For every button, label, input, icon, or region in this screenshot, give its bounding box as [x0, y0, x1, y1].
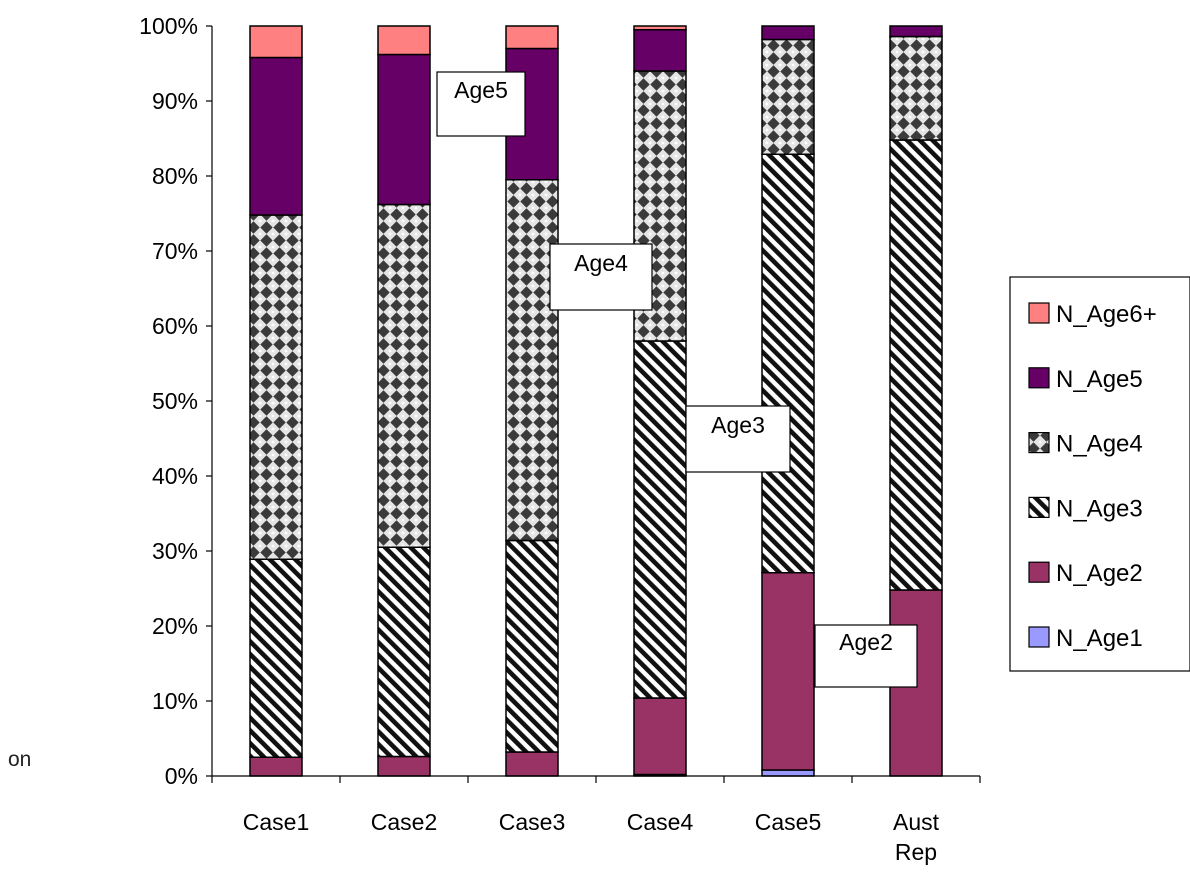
annotation-box	[549, 243, 653, 311]
legend-label: N_Age2	[1056, 560, 1143, 587]
y-tick-label: 40%	[152, 463, 198, 489]
bar-segment-n-age4-case2	[377, 203, 431, 548]
legend-box	[1009, 276, 1190, 672]
annotation-box	[814, 624, 918, 688]
x-tick-label: Case4	[627, 809, 694, 835]
annotation-label: Age4	[574, 250, 628, 276]
legend-item-n-age3: N_Age3	[1028, 495, 1143, 522]
bar-segment-n-age6-case4	[633, 25, 687, 31]
x-tick-label: Aust Rep	[893, 809, 940, 865]
legend-item-n-age1: N_Age1	[1028, 625, 1143, 652]
bar-segment-n-age3-aust-rep	[889, 139, 943, 591]
bar-segment-n-age4-aust-rep	[889, 35, 943, 141]
bar-segment-n-age5-case5	[761, 25, 815, 41]
y-tick-label: 60%	[152, 313, 198, 339]
bar-segment-n-age2-case3	[505, 751, 559, 777]
annotation-age3: Age3	[685, 405, 791, 473]
annotation-label: Age2	[839, 629, 893, 655]
cropped-text-fragment: on	[8, 748, 32, 771]
legend-swatch	[1028, 367, 1050, 389]
bar-segment-n-age2-case2	[377, 755, 431, 777]
bar-segment-n-age4-case5	[761, 38, 815, 155]
bar-segment-n-age1-case5	[761, 769, 815, 777]
bar-segment-n-age5-case2	[377, 53, 431, 206]
bar-segment-n-age6-case2	[377, 25, 431, 56]
bar-segment-n-age2-case4	[633, 697, 687, 776]
y-tick-label: 20%	[152, 613, 198, 639]
bar-segment-n-age4-case1	[249, 214, 303, 560]
x-tick-label: Case2	[371, 809, 437, 835]
y-tick-label: 50%	[152, 388, 198, 414]
bars-layer	[249, 25, 943, 777]
bar-segment-n-age6-case3	[505, 25, 559, 50]
legend-item-n-age6: N_Age6+	[1028, 301, 1157, 328]
legend-swatch	[1028, 302, 1050, 324]
y-tick-label: 80%	[152, 163, 198, 189]
legend-item-n-age4: N_Age4	[1028, 431, 1143, 458]
bar-segment-n-age5-case4	[633, 29, 687, 72]
legend-swatch	[1028, 496, 1050, 518]
bar-segment-n-age3-case4	[633, 340, 687, 699]
bar-segment-n-age4-case3	[505, 179, 559, 542]
legend-swatch	[1028, 561, 1050, 583]
y-tick-label: 90%	[152, 88, 198, 114]
legend-label: N_Age3	[1056, 495, 1143, 522]
bar-segment-n-age3-case3	[505, 539, 559, 753]
y-tick-label: 30%	[152, 538, 198, 564]
bar-segment-n-age2-case5	[761, 572, 815, 771]
legend-label: N_Age1	[1056, 625, 1143, 652]
legend-label: N_Age5	[1056, 366, 1143, 393]
bar-segment-n-age6-case1	[249, 25, 303, 59]
bar-segment-n-age2-case1	[249, 756, 303, 777]
bar-segment-n-age3-case5	[761, 153, 815, 574]
x-tick-label: Case3	[499, 809, 565, 835]
y-tick-label: 70%	[152, 238, 198, 264]
bar-segment-n-age5-case1	[249, 56, 303, 216]
y-tick-label: 0%	[165, 763, 198, 789]
annotation-label: Age5	[454, 77, 508, 103]
annotation-box	[685, 405, 791, 473]
legend-swatch	[1028, 432, 1050, 454]
axes-layer: 0% 10% 20% 30% 40% 50% 60% 70% 80% 90% 100% Case1 Ca…	[139, 13, 981, 865]
legend-item-n-age2: N_Age2	[1028, 560, 1143, 587]
annotation-age5: Age5	[436, 71, 526, 137]
legend-label: N_Age4	[1056, 431, 1143, 458]
bar-segment-n-age3-case2	[377, 546, 431, 758]
annotation-age2: Age2	[814, 624, 918, 688]
annotation-box	[436, 71, 526, 137]
bar-segment-n-age5-aust-rep	[889, 25, 943, 38]
legend-item-n-age5: N_Age5	[1028, 366, 1143, 393]
x-tick-label: Case1	[243, 809, 309, 835]
annotation-age4: Age4	[549, 243, 653, 311]
bar-segment-n-age3-case1	[249, 558, 303, 758]
y-tick-label: 10%	[152, 688, 198, 714]
legend-swatch	[1028, 626, 1050, 648]
annotation-label: Age3	[711, 412, 765, 438]
annotations-layer: Age5 Age4 Age3 Age2	[436, 71, 918, 688]
y-tick-label: 100%	[139, 13, 198, 39]
legend-label: N_Age6+	[1056, 301, 1157, 328]
legend: N_Age6+ N_Age5 N_Age4 N_Age3 N_Age2 N_Age1	[1009, 276, 1190, 672]
x-tick-label: Case5	[755, 809, 821, 835]
